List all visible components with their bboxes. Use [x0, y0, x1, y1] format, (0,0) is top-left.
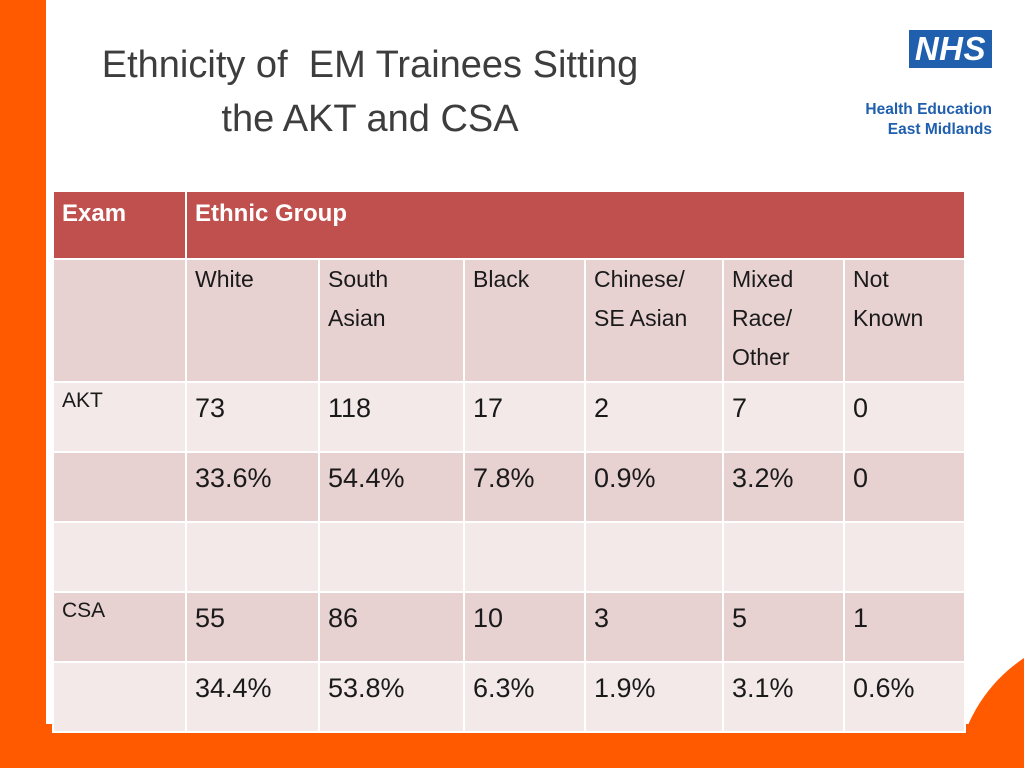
- empty-cell: [584, 521, 724, 593]
- table-row-akt-counts: AKT 73 118 17 2 7 0: [52, 381, 967, 453]
- csa-count-chinese-se-asian: 3: [584, 591, 724, 663]
- slide-title-line-2: the AKT and CSA: [221, 98, 519, 140]
- csa-count-white: 55: [185, 591, 320, 663]
- org-name-line-2: East Midlands: [887, 121, 992, 138]
- group-cell-chinese-se-asian: Chinese/SE Asian: [584, 258, 724, 383]
- empty-cell: [52, 521, 187, 593]
- ethnicity-table: Exam Ethnic Group White South Asian Black…: [52, 190, 967, 733]
- akt-pct-chinese-se-asian: 0.9%: [584, 451, 724, 523]
- csa-pct-not-known: 0.6%: [842, 661, 967, 733]
- csa-count-mixed-other: 5: [722, 591, 845, 663]
- akt-pct-white: 33.6%: [185, 451, 320, 523]
- empty-cell: [318, 521, 465, 593]
- slide-frame-left: [0, 0, 46, 768]
- exam-label-csa: CSA: [52, 591, 187, 663]
- group-cell-south-asian: South Asian: [318, 258, 465, 383]
- empty-cell: [185, 521, 320, 593]
- csa-pct-black: 6.3%: [463, 661, 586, 733]
- corner-swoosh-decoration: [956, 658, 1024, 768]
- nhs-badge: NHS: [908, 30, 992, 68]
- akt-count-white: 73: [185, 381, 320, 453]
- nhs-logo: NHS Health Education East Midlands: [842, 30, 992, 140]
- csa-pct-mixed-other: 3.1%: [722, 661, 845, 733]
- csa-pct-chinese-se-asian: 1.9%: [584, 661, 724, 733]
- header-ethnic-group: Ethnic Group: [184, 190, 967, 260]
- group-cell-black: Black: [463, 258, 586, 383]
- group-cell-white: White: [185, 258, 320, 383]
- csa-count-not-known: 1: [842, 591, 967, 663]
- org-name-line-1: Health Education: [865, 101, 992, 118]
- table-row-akt-percents: 33.6% 54.4% 7.8% 0.9% 3.2% 0: [52, 451, 967, 523]
- akt-pct-mixed-other: 3.2%: [722, 451, 845, 523]
- csa-pct-south-asian: 53.8%: [318, 661, 465, 733]
- csa-pct-white: 34.4%: [185, 661, 320, 733]
- empty-cell: [52, 258, 187, 383]
- csa-count-south-asian: 86: [318, 591, 465, 663]
- table-header-row: Exam Ethnic Group: [52, 190, 967, 260]
- table-row-csa-percents: 34.4% 53.8% 6.3% 1.9% 3.1% 0.6%: [52, 661, 967, 733]
- empty-cell: [722, 521, 845, 593]
- empty-cell: [52, 661, 187, 733]
- akt-count-black: 17: [463, 381, 586, 453]
- group-cell-mixed-other: Mixed Race/Other: [722, 258, 845, 383]
- akt-count-mixed-other: 7: [722, 381, 845, 453]
- slide-title: Ethnicity of EM Trainees Sitting the AKT…: [70, 38, 670, 146]
- empty-cell: [463, 521, 586, 593]
- empty-cell: [52, 451, 187, 523]
- akt-pct-not-known: 0: [842, 451, 967, 523]
- akt-count-not-known: 0: [842, 381, 967, 453]
- empty-cell: [842, 521, 967, 593]
- akt-pct-south-asian: 54.4%: [318, 451, 465, 523]
- header-exam: Exam: [52, 190, 187, 260]
- table-row-group-names: White South Asian Black Chinese/SE Asian …: [52, 258, 967, 383]
- akt-count-south-asian: 118: [318, 381, 465, 453]
- exam-label-akt: AKT: [52, 381, 187, 453]
- slide-title-line-1: Ethnicity of EM Trainees Sitting: [101, 44, 639, 86]
- csa-count-black: 10: [463, 591, 586, 663]
- table-row-spacer: [52, 521, 967, 593]
- akt-pct-black: 7.8%: [463, 451, 586, 523]
- table-row-csa-counts: CSA 55 86 10 3 5 1: [52, 591, 967, 663]
- akt-count-chinese-se-asian: 2: [584, 381, 724, 453]
- group-cell-not-known: Not Known: [842, 258, 967, 383]
